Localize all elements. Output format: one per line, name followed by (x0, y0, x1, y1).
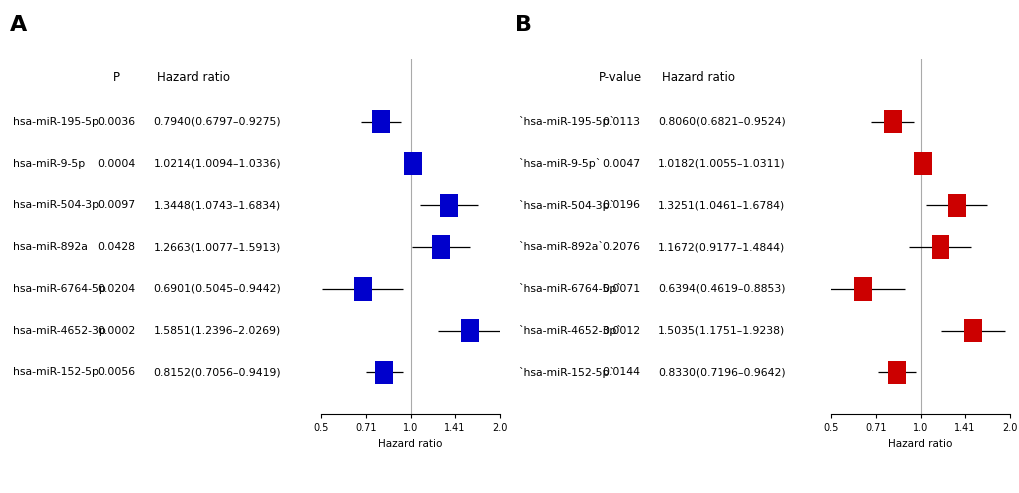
Text: 0.7940(0.6797–0.9275): 0.7940(0.6797–0.9275) (153, 117, 280, 127)
Text: 1.0214(1.0094–1.0336): 1.0214(1.0094–1.0336) (153, 159, 280, 169)
Text: hsa-miR-6764-5p: hsa-miR-6764-5p (13, 284, 106, 294)
Text: `hsa-miR-504-3p`: `hsa-miR-504-3p` (518, 200, 614, 211)
Text: 0.0113: 0.0113 (601, 117, 639, 127)
Text: 0.0144: 0.0144 (601, 367, 639, 377)
Text: `hsa-miR-9-5p`: `hsa-miR-9-5p` (518, 158, 601, 169)
Text: 1.3251(1.0461–1.6784): 1.3251(1.0461–1.6784) (657, 200, 785, 211)
Bar (461, 319, 478, 342)
Text: 1.5035(1.1751–1.9238): 1.5035(1.1751–1.9238) (657, 325, 785, 336)
Text: hsa-miR-152-5p: hsa-miR-152-5p (13, 367, 99, 377)
Text: 0.8152(0.7056–0.9419): 0.8152(0.7056–0.9419) (153, 367, 280, 377)
Bar (372, 110, 389, 134)
Text: `hsa-miR-152-5p`: `hsa-miR-152-5p` (518, 367, 614, 378)
Bar (930, 235, 949, 259)
X-axis label: Hazard ratio: Hazard ratio (888, 439, 952, 449)
Text: hsa-miR-892a: hsa-miR-892a (13, 242, 88, 252)
Bar (963, 319, 981, 342)
Text: 0.0204: 0.0204 (97, 284, 135, 294)
Text: hsa-miR-504-3p: hsa-miR-504-3p (13, 200, 99, 211)
Text: `hsa-miR-6764-5p`: `hsa-miR-6764-5p` (518, 283, 622, 294)
Text: `hsa-miR-195-5p`: `hsa-miR-195-5p` (518, 116, 614, 127)
Text: 0.8060(0.6821–0.9524): 0.8060(0.6821–0.9524) (657, 117, 786, 127)
Bar (375, 361, 392, 384)
Text: 0.0047: 0.0047 (601, 159, 639, 169)
Text: 0.0002: 0.0002 (97, 325, 135, 336)
Text: 0.0056: 0.0056 (97, 367, 135, 377)
Text: P: P (112, 71, 119, 84)
Text: 0.0071: 0.0071 (601, 284, 639, 294)
Text: 0.8330(0.7196–0.9642): 0.8330(0.7196–0.9642) (657, 367, 785, 377)
Text: Hazard ratio: Hazard ratio (157, 71, 230, 84)
Text: hsa-miR-4652-3p: hsa-miR-4652-3p (13, 325, 106, 336)
Text: hsa-miR-195-5p: hsa-miR-195-5p (13, 117, 99, 127)
Bar (354, 277, 371, 301)
Bar (913, 152, 931, 175)
Text: B: B (515, 15, 532, 35)
Text: 1.0182(1.0055–1.0311): 1.0182(1.0055–1.0311) (657, 159, 785, 169)
Text: 0.6394(0.4619–0.8853): 0.6394(0.4619–0.8853) (657, 284, 785, 294)
Bar (853, 277, 871, 301)
Text: `hsa-miR-4652-3p`: `hsa-miR-4652-3p` (518, 325, 622, 336)
Text: 1.3448(1.0743–1.6834): 1.3448(1.0743–1.6834) (153, 200, 280, 211)
Text: P-value: P-value (599, 71, 642, 84)
Text: 0.0012: 0.0012 (601, 325, 639, 336)
Text: 1.2663(1.0077–1.5913): 1.2663(1.0077–1.5913) (153, 242, 280, 252)
Text: Hazard ratio: Hazard ratio (661, 71, 735, 84)
Text: 0.0036: 0.0036 (97, 117, 135, 127)
Bar (432, 235, 449, 259)
Text: 1.5851(1.2396–2.0269): 1.5851(1.2396–2.0269) (153, 325, 280, 336)
Bar (439, 194, 458, 217)
Bar (883, 110, 901, 134)
Text: A: A (10, 15, 28, 35)
Bar (404, 152, 422, 175)
Text: 0.0004: 0.0004 (97, 159, 135, 169)
Text: 1.1672(0.9177–1.4844): 1.1672(0.9177–1.4844) (657, 242, 785, 252)
Text: hsa-miR-9-5p: hsa-miR-9-5p (13, 159, 86, 169)
Bar (888, 361, 905, 384)
Text: 0.2076: 0.2076 (601, 242, 639, 252)
Text: 0.0428: 0.0428 (97, 242, 135, 252)
Bar (947, 194, 965, 217)
X-axis label: Hazard ratio: Hazard ratio (378, 439, 442, 449)
Text: `hsa-miR-892a`: `hsa-miR-892a` (518, 242, 603, 252)
Text: 0.0196: 0.0196 (601, 200, 639, 211)
Text: 0.6901(0.5045–0.9442): 0.6901(0.5045–0.9442) (153, 284, 281, 294)
Text: 0.0097: 0.0097 (97, 200, 135, 211)
